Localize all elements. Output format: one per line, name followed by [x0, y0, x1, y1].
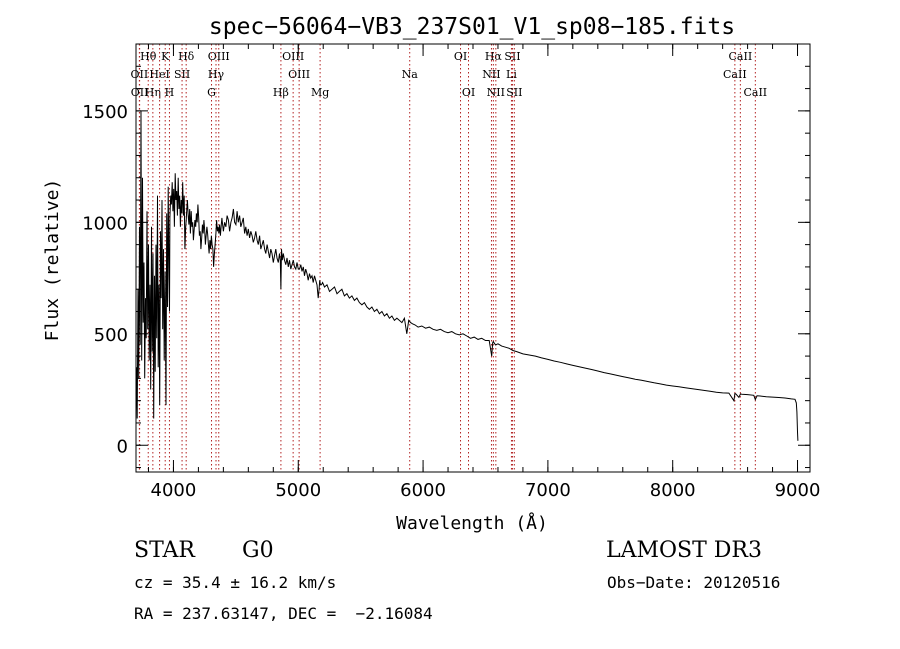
observation-date: Obs−Date: 20120516 — [607, 573, 781, 592]
y-tick-label: 1000 — [82, 213, 128, 234]
spectral-line-label: CaII — [723, 68, 747, 81]
spectral-line-label: Hη — [145, 86, 161, 99]
spectral-line-label: CaII — [743, 86, 767, 99]
x-tick-label: 8000 — [650, 480, 696, 501]
survey-name: LAMOST DR3 — [606, 538, 762, 563]
spectral-line-label: H — [165, 86, 175, 99]
object-subclass: G0 — [242, 538, 274, 563]
x-tick-label: 4000 — [151, 480, 197, 501]
x-tick-label: 5000 — [275, 480, 321, 501]
spectral-line-label: NII — [487, 86, 505, 99]
spectral-line-label: OI — [462, 86, 475, 99]
spectral-line-label: Hδ — [178, 50, 195, 63]
spectral-line-label: Na — [402, 68, 419, 81]
x-tick-label: 6000 — [400, 480, 446, 501]
object-class: STAR — [134, 538, 195, 563]
spectral-line-label: OIII — [208, 50, 230, 63]
spectral-line-label: OIII — [282, 50, 304, 63]
spectral-line-label: OII — [131, 68, 149, 81]
spectral-line-label: SII — [174, 68, 190, 81]
spectral-line-label: Mg — [311, 86, 329, 99]
spectral-line-label: Li — [506, 68, 517, 81]
spectral-line-label: OI — [454, 50, 467, 63]
spectral-line-label: OII — [131, 86, 149, 99]
spectral-line-label: HeI — [149, 68, 169, 81]
chart-title: spec−56064−VB3_237S01_V1_sp08−185.fits — [209, 14, 735, 40]
spectral-line-label: Hθ — [140, 50, 157, 63]
spectral-line-label: Hγ — [208, 68, 225, 81]
spectral-line-label: G — [207, 86, 216, 99]
spectral-line-label: NII — [482, 68, 500, 81]
spectral-line-label: OIII — [288, 68, 310, 81]
plot-frame — [135, 43, 811, 473]
y-tick-label: 0 — [117, 436, 128, 457]
y-tick-label: 1500 — [82, 102, 128, 123]
spectral-line-label: SII — [506, 86, 522, 99]
x-axis-label: Wavelength (Å) — [396, 512, 548, 534]
spectral-line-label: Hα — [485, 50, 503, 63]
spectral-line-label: SII — [504, 50, 520, 63]
plot-axes: 4000 5000 6000 7000 8000 9000 0 500 1000 1500 — [82, 43, 821, 501]
spectral-line-label: Hβ — [273, 86, 289, 99]
y-tick-label: 500 — [94, 325, 128, 346]
flux-series-line — [135, 110, 799, 441]
x-tick-label: 7000 — [525, 480, 571, 501]
spectral-line-label: K — [161, 50, 170, 63]
spectral-line-label: CaII — [729, 50, 753, 63]
x-tick-label: 9000 — [775, 480, 821, 501]
redshift-cz: cz = 35.4 ± 16.2 km/s — [134, 573, 337, 592]
y-axis-label: Flux (relative) — [42, 179, 63, 342]
coordinates: RA = 237.63147, DEC = −2.16084 — [134, 604, 433, 623]
